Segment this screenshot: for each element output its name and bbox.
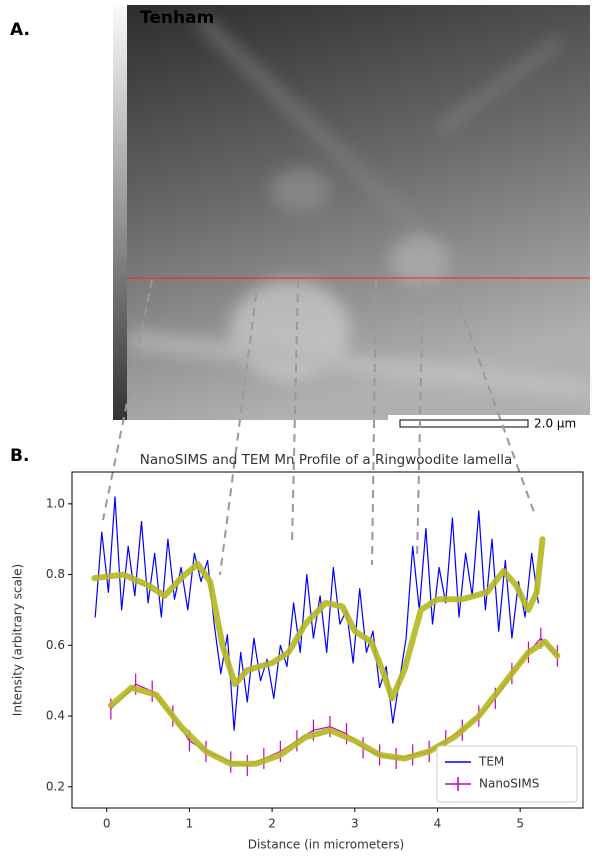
smooth-line [107, 638, 561, 767]
legend-label: NanoSIMS [479, 777, 539, 791]
x-tick-label: 1 [186, 817, 194, 831]
panel-label: B. [10, 446, 29, 466]
y-axis-label: Intensity (arbitrary scale) [11, 564, 25, 716]
x-tick-label: 3 [351, 817, 359, 831]
y-tick-label: 1.0 [46, 496, 65, 510]
scale-bar-label: 2.0 µm [534, 417, 576, 431]
legend-label: TEM [478, 755, 504, 769]
panel-label: A. [10, 20, 30, 40]
x-tick-label: 2 [268, 817, 276, 831]
image-title: Tenham [140, 8, 214, 28]
y-tick-label: 0.6 [46, 638, 65, 652]
tem-image [113, 5, 591, 431]
plot-frame [71, 471, 584, 809]
y-tick-label: 0.2 [46, 779, 65, 793]
x-tick-label: 0 [103, 817, 111, 831]
x-tick-label: 5 [516, 817, 524, 831]
smooth-line [91, 536, 546, 702]
x-tick-label: 4 [434, 817, 442, 831]
connector-lines [102, 279, 536, 576]
series-line [94, 496, 539, 731]
y-tick-label: 0.4 [46, 709, 65, 723]
x-axis-label: Distance (in micrometers) [248, 838, 404, 852]
legend-box [436, 745, 578, 803]
chart-title: NanoSIMS and TEM Mn Profile of a Ringwoo… [140, 452, 513, 468]
y-tick-label: 0.8 [46, 567, 65, 581]
